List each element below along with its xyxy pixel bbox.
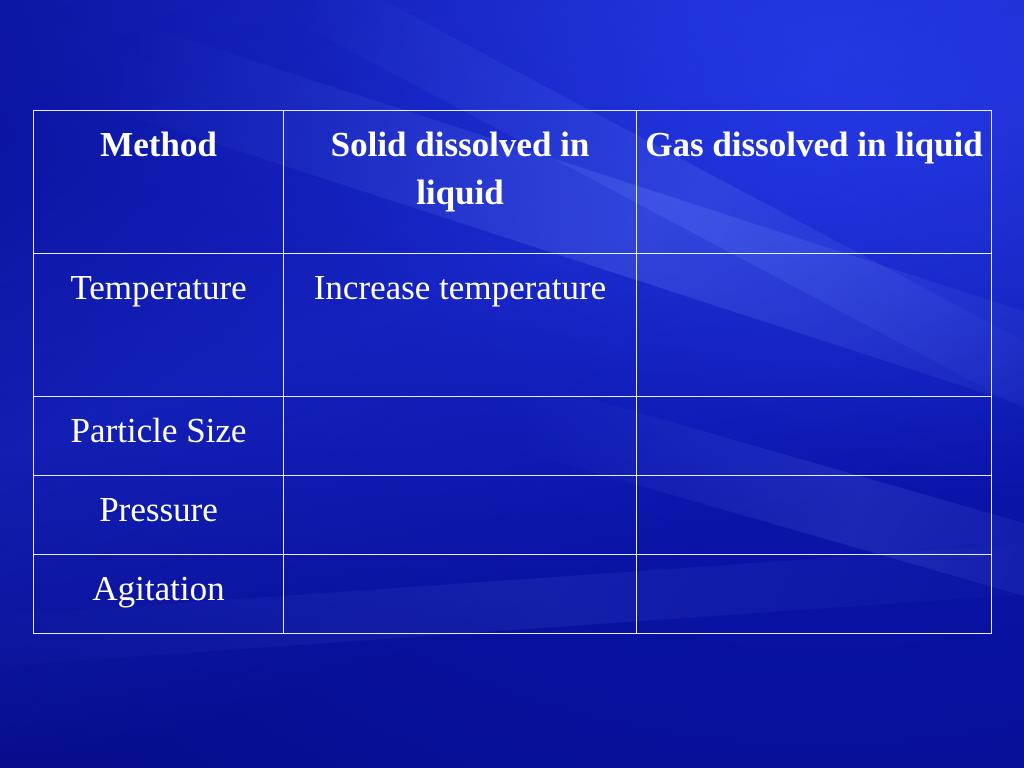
row-label-particle-size: Particle Size [33,396,284,476]
table-row: Agitation [33,554,992,634]
header-method: Method [33,110,284,254]
table-row: Temperature Increase temperature [33,253,992,397]
cell-temperature-gas [636,253,992,397]
cell-agitation-gas [636,554,992,634]
row-label-pressure: Pressure [33,475,284,555]
row-label-agitation: Agitation [33,554,284,634]
cell-particle-size-gas [636,396,992,476]
cell-temperature-solid: Increase temperature [283,253,637,397]
solubility-table: Method Solid dissolved in liquid Gas dis… [33,110,992,634]
table-row: Pressure [33,475,992,555]
header-gas-in-liquid: Gas dissolved in liquid [636,110,992,254]
cell-pressure-solid [283,475,637,555]
row-label-temperature: Temperature [33,253,284,397]
cell-pressure-gas [636,475,992,555]
cell-agitation-solid [283,554,637,634]
cell-particle-size-solid [283,396,637,476]
header-solid-in-liquid: Solid dissolved in liquid [283,110,637,254]
table-row: Particle Size [33,396,992,476]
table-header-row: Method Solid dissolved in liquid Gas dis… [33,110,992,254]
